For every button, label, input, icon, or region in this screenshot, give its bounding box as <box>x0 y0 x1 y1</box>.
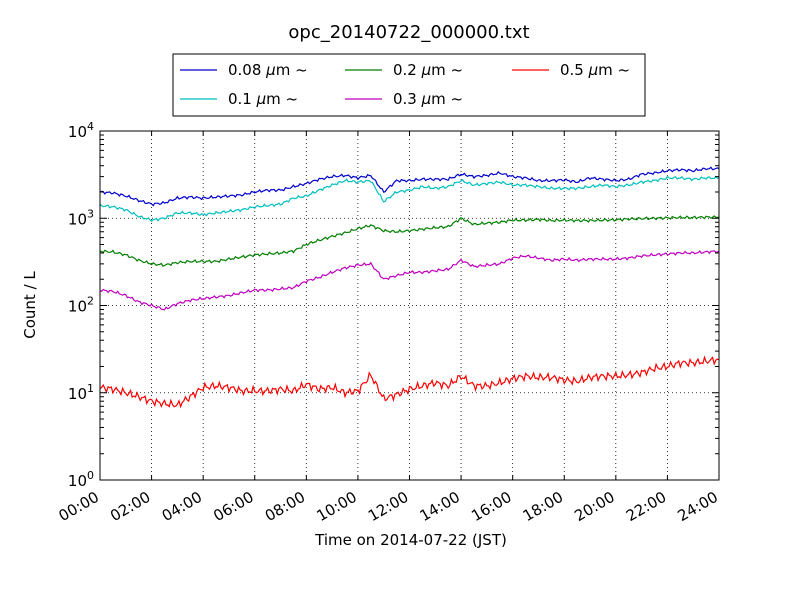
y-tick-label: 103 <box>68 207 94 228</box>
legend-label: 0.3 μm ~ <box>393 90 463 108</box>
x-tick-label: 00:00 <box>56 488 102 525</box>
series-layer <box>99 166 720 409</box>
x-tick-label: 24:00 <box>675 488 721 525</box>
legend-label: 0.5 μm ~ <box>560 61 630 79</box>
legend-box <box>172 53 646 117</box>
x-tick-label: 02:00 <box>107 488 153 525</box>
y-tick-label: 102 <box>68 295 94 316</box>
legend-label: 0.08 μm ~ <box>228 61 308 79</box>
legend-label: 0.1 μm ~ <box>228 90 298 108</box>
series-line <box>99 250 720 311</box>
y-axis-label: Count / L <box>21 271 39 339</box>
tick-marks <box>99 130 720 481</box>
y-tick-label: 101 <box>68 382 94 403</box>
x-tick-labels: 00:00 02:00 04:00 06:00 08:00 10:00 12:00 14:00… <box>56 488 721 525</box>
series-line <box>99 166 720 207</box>
y-tick-labels: 100 101 102 103 104 <box>68 120 94 490</box>
x-tick-label: 08:00 <box>262 488 308 525</box>
legend: 0.08 μm ~ 0.1 μm ~ 0.2 μm ~ 0.3 μm ~ 0.5 μm … <box>180 61 630 108</box>
x-tick-label: 16:00 <box>468 488 514 525</box>
y-tick-label: 100 <box>68 469 94 490</box>
y-tick-label: 104 <box>68 120 94 141</box>
series-line <box>99 215 720 267</box>
x-tick-label: 06:00 <box>210 488 256 525</box>
x-tick-label: 20:00 <box>571 488 617 525</box>
x-tick-label: 14:00 <box>417 488 463 525</box>
legend-label: 0.2 μm ~ <box>393 61 463 79</box>
x-tick-label: 18:00 <box>520 488 566 525</box>
series-line <box>99 175 720 222</box>
x-tick-label: 10:00 <box>313 488 359 525</box>
x-tick-label: 12:00 <box>365 488 411 525</box>
x-tick-label: 22:00 <box>623 488 669 525</box>
chart-title: opc_20140722_000000.txt <box>288 22 529 43</box>
series-line <box>99 355 720 409</box>
x-axis-label: Time on 2014-07-22 (JST) <box>314 531 507 549</box>
x-tick-label: 04:00 <box>159 488 205 525</box>
